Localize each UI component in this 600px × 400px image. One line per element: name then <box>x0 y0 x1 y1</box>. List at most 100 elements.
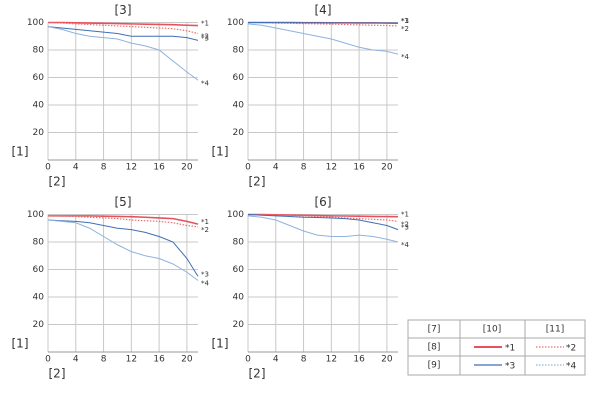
x-tick-label: 12 <box>126 163 137 173</box>
y-axis-label: [1] <box>12 337 29 351</box>
y-axis-label: [1] <box>212 337 229 351</box>
series-line <box>247 214 399 231</box>
x-tick-label: 4 <box>73 163 79 173</box>
chart: [5] 20 40 60 80 100 0 4 8 12 16 20 [1] [2] *1*2 *3 *4 <box>12 195 210 381</box>
series-end-label: *3 <box>201 34 209 42</box>
y-tick-label: 80 <box>233 46 245 56</box>
y-tick-label: 60 <box>233 265 245 275</box>
series-line <box>47 26 199 81</box>
x-tick-label: 16 <box>153 163 165 173</box>
series-end-label: *4 <box>401 53 410 61</box>
x-tick-label: 16 <box>353 163 365 173</box>
y-tick-label: 40 <box>233 293 245 303</box>
chart-title: [4] <box>315 3 332 17</box>
x-tick-label: 16 <box>353 355 365 365</box>
series-line <box>248 22 398 24</box>
x-tick-label: 20 <box>181 355 193 365</box>
chart: [4] 20 40 60 80 100 0 4 8 12 16 20 [1] [2] *1*2*3 *4 <box>212 3 410 189</box>
x-axis-label: [2] <box>249 367 266 381</box>
series-end-label: *2 <box>201 226 209 234</box>
legend-label: *1 <box>505 344 515 354</box>
y-tick-label: 80 <box>33 46 45 56</box>
x-tick-label: 0 <box>245 355 251 365</box>
series-end-label: *1 <box>201 218 209 226</box>
table-row-label: [8] <box>428 343 441 353</box>
x-tick-label: 0 <box>45 355 51 365</box>
series-end-label: *1 <box>401 17 409 25</box>
legend-label: *4 <box>566 362 577 372</box>
series-end-label: *3 <box>201 270 209 278</box>
table-row-label: [9] <box>428 361 441 371</box>
chart-title: [3] <box>115 3 132 17</box>
x-tick-label: 16 <box>153 355 165 365</box>
y-tick-label: 80 <box>233 238 245 248</box>
x-axis-label: [2] <box>249 175 266 189</box>
y-tick-label: 100 <box>27 210 44 220</box>
x-tick-label: 12 <box>126 355 137 365</box>
y-tick-label: 20 <box>233 320 245 330</box>
y-tick-label: 80 <box>33 238 45 248</box>
x-tick-label: 0 <box>45 163 51 173</box>
y-tick-label: 40 <box>33 101 45 111</box>
series-end-label: *3 <box>401 17 409 25</box>
series-line <box>47 219 199 277</box>
series-end-label: *1 <box>201 20 209 28</box>
y-tick-label: 20 <box>33 320 45 330</box>
x-tick-label: 20 <box>381 355 393 365</box>
table-border <box>407 319 586 376</box>
table-header: [11] <box>546 325 564 335</box>
series-line <box>47 26 199 41</box>
x-tick-label: 8 <box>301 355 307 365</box>
x-tick-label: 0 <box>245 163 251 173</box>
series-line <box>247 213 399 222</box>
series-end-label: *2 <box>401 25 409 33</box>
x-tick-label: 4 <box>73 355 79 365</box>
series-line <box>47 21 199 35</box>
series-line <box>48 215 199 225</box>
x-tick-label: 12 <box>326 163 337 173</box>
series-end-label: *2 <box>201 33 209 41</box>
x-tick-label: 20 <box>381 163 393 173</box>
series-end-label: *2 <box>401 220 409 228</box>
series-line <box>47 215 199 228</box>
table-header: [10] <box>483 325 501 335</box>
series-end-label: *1 <box>401 211 409 219</box>
y-axis-label: [1] <box>212 145 229 159</box>
chart: [3] 20 40 60 80 100 0 4 8 12 16 20 [1] [2] *1 *2*3 *4 <box>12 3 210 189</box>
series-line <box>247 215 399 243</box>
y-tick-label: 40 <box>233 101 245 111</box>
y-tick-label: 100 <box>227 210 244 220</box>
x-tick-label: 8 <box>101 163 107 173</box>
x-tick-label: 20 <box>181 163 193 173</box>
y-tick-label: 60 <box>33 73 45 83</box>
series-line <box>247 23 399 55</box>
series-line <box>48 21 199 27</box>
legend-label: *2 <box>566 344 576 354</box>
y-tick-label: 60 <box>233 73 245 83</box>
x-tick-label: 4 <box>273 355 279 365</box>
y-tick-label: 40 <box>33 293 45 303</box>
chart-title: [5] <box>115 195 132 209</box>
y-axis-label: [1] <box>12 145 29 159</box>
y-tick-label: 20 <box>33 128 45 138</box>
x-axis-label: [2] <box>49 175 66 189</box>
y-tick-label: 100 <box>227 18 244 28</box>
legend-label: *3 <box>505 362 515 372</box>
series-end-label: *4 <box>201 280 210 288</box>
x-tick-label: 12 <box>326 355 337 365</box>
chart: [6] 20 40 60 80 100 0 4 8 12 16 20 [1] [2] *1*2*3 *4 <box>212 195 410 381</box>
x-tick-label: 8 <box>101 355 107 365</box>
y-tick-label: 100 <box>27 18 44 28</box>
legend-table: [7] [10] [11] [8] [9] *1 *2 *3 *4 <box>407 319 586 376</box>
series-end-label: *3 <box>401 224 409 232</box>
x-tick-label: 8 <box>301 163 307 173</box>
chart-title: [6] <box>315 195 332 209</box>
y-tick-label: 60 <box>33 265 45 275</box>
series-end-label: *4 <box>401 241 410 249</box>
x-tick-label: 4 <box>273 163 279 173</box>
y-tick-label: 20 <box>233 128 245 138</box>
x-axis-label: [2] <box>49 367 66 381</box>
series-line <box>47 219 199 281</box>
table-header: [7] <box>428 325 441 335</box>
